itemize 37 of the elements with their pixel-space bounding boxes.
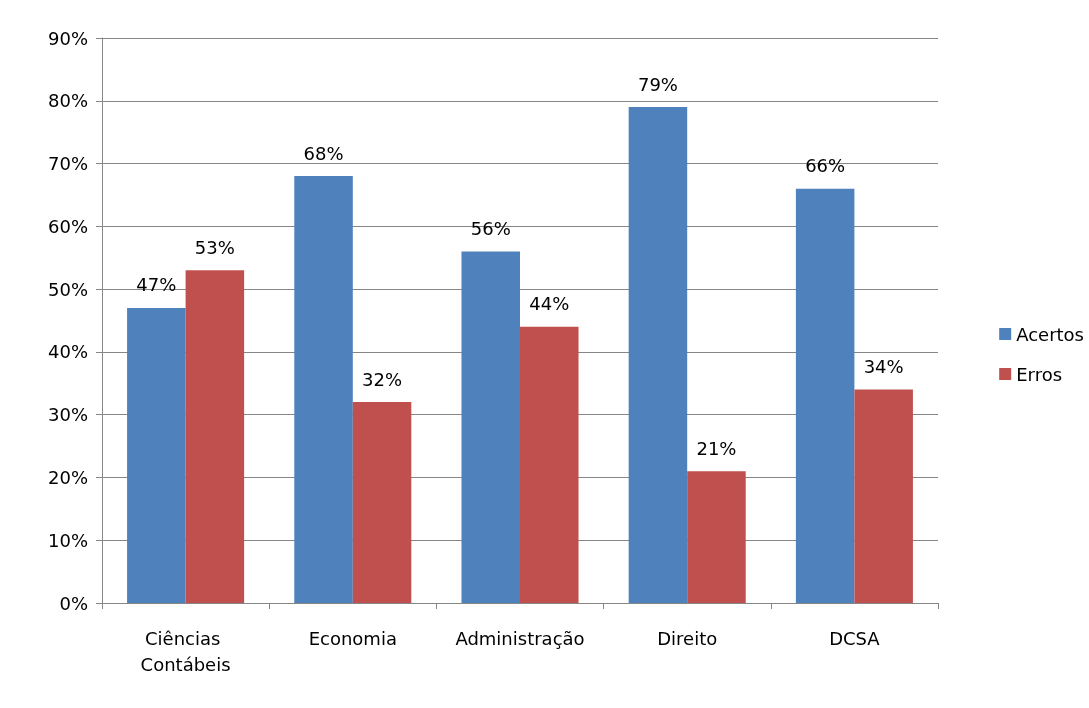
bar xyxy=(294,176,353,603)
data-label: 79% xyxy=(637,73,678,95)
data-label: 68% xyxy=(303,142,344,164)
data-label: 21% xyxy=(696,437,737,459)
y-tick-label: 80% xyxy=(47,90,88,112)
bar xyxy=(628,107,688,603)
bar xyxy=(461,251,520,603)
bar xyxy=(520,326,579,603)
y-tick-label: 90% xyxy=(47,27,88,49)
y-tick-label: 10% xyxy=(47,529,88,551)
y-tick-label: 40% xyxy=(47,341,88,363)
data-label: 44% xyxy=(529,293,570,315)
data-label: 34% xyxy=(863,356,904,378)
x-tick-label: Ciências Contábeis xyxy=(140,627,231,675)
y-tick-label: 70% xyxy=(47,153,88,175)
data-label: 66% xyxy=(805,155,846,177)
bar xyxy=(352,402,412,603)
y-tick-label: 60% xyxy=(47,215,88,237)
bar xyxy=(854,389,913,603)
bar xyxy=(795,188,855,603)
data-label: 53% xyxy=(194,236,235,258)
x-tick-label: Direito xyxy=(657,627,718,649)
x-tick-label: Economia xyxy=(308,627,397,649)
y-tick-label: 0% xyxy=(59,592,88,614)
legend-label: Acertos xyxy=(1016,323,1085,345)
legend-label: Erros xyxy=(1016,363,1063,385)
bar xyxy=(687,471,746,603)
bar xyxy=(127,307,186,603)
data-label: 32% xyxy=(362,368,403,390)
y-tick-label: 50% xyxy=(47,278,88,300)
y-tick-label: 30% xyxy=(47,404,88,426)
x-tick-label: DCSA xyxy=(829,627,881,649)
data-label: 56% xyxy=(470,217,511,239)
bar xyxy=(185,270,245,603)
data-label: 47% xyxy=(136,274,177,296)
y-tick-label: 20% xyxy=(47,466,88,488)
x-tick-label: Administração xyxy=(455,627,585,649)
